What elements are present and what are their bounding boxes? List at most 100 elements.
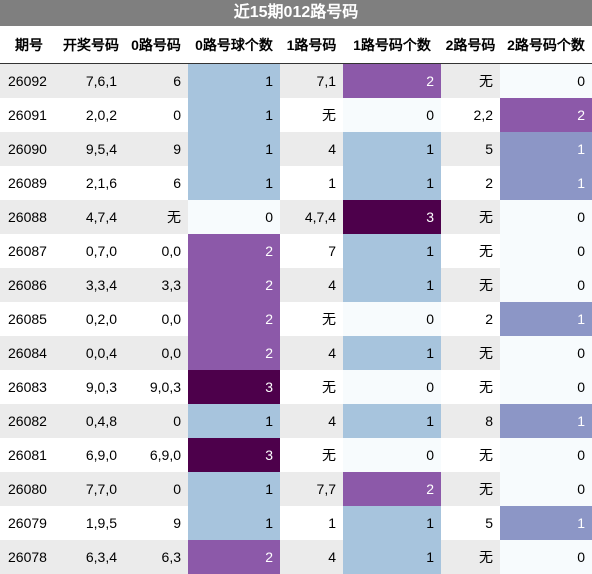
route1-count-cell: 2 xyxy=(343,63,441,98)
issue-cell: 26083 xyxy=(0,369,58,404)
table-row: 26091 2,0,2 0 1 无 0 2,2 2 xyxy=(0,97,592,132)
route0-cell: 3,3 xyxy=(124,267,188,302)
table-row: 26088 4,7,4 无 0 4,7,4 3 无 0 xyxy=(0,199,592,234)
route0-cell: 6,9,0 xyxy=(124,437,188,472)
issue-cell: 26088 xyxy=(0,199,58,234)
route0-count-cell: 1 xyxy=(188,505,280,540)
table-row: 26080 7,7,0 0 1 7,7 2 无 0 xyxy=(0,471,592,506)
route0-count-cell: 1 xyxy=(188,131,280,166)
route2-count-cell: 0 xyxy=(500,233,592,268)
route1-count-cell: 1 xyxy=(343,403,441,438)
route2-cell: 无 xyxy=(441,335,500,370)
route0-cell: 0,0 xyxy=(124,301,188,336)
issue-cell: 26092 xyxy=(0,63,58,98)
draw-cell: 7,6,1 xyxy=(58,63,124,98)
table-row: 26085 0,2,0 0,0 2 无 0 2 1 xyxy=(0,301,592,336)
route1-count-cell: 0 xyxy=(343,301,441,336)
table-row: 26079 1,9,5 9 1 1 1 5 1 xyxy=(0,505,592,540)
route0-count-cell: 3 xyxy=(188,369,280,404)
route2-cell: 无 xyxy=(441,267,500,302)
issue-cell: 26079 xyxy=(0,505,58,540)
route1-cell: 4 xyxy=(280,335,343,370)
route0-cell: 0,0 xyxy=(124,335,188,370)
issue-cell: 26091 xyxy=(0,97,58,132)
route0-cell: 0 xyxy=(124,471,188,506)
draw-cell: 4,7,4 xyxy=(58,199,124,234)
route1-count-cell: 1 xyxy=(343,165,441,200)
issue-cell: 26082 xyxy=(0,403,58,438)
route2-count-cell: 0 xyxy=(500,335,592,370)
route2-count-cell: 0 xyxy=(500,267,592,302)
draw-cell: 0,4,8 xyxy=(58,403,124,438)
route1-cell: 无 xyxy=(280,369,343,404)
issue-cell: 26087 xyxy=(0,233,58,268)
route0-cell: 0 xyxy=(124,403,188,438)
route1-cell: 无 xyxy=(280,97,343,132)
route1-cell: 4,7,4 xyxy=(280,199,343,234)
col-header-route0: 0路号码 xyxy=(124,26,188,64)
draw-cell: 2,1,6 xyxy=(58,165,124,200)
table-body: 26092 7,6,1 6 1 7,1 2 无 0 26091 2,0,2 0 1 无 0 2,2 2 2609… xyxy=(0,63,592,574)
table-row: 26082 0,4,8 0 1 4 1 8 1 xyxy=(0,403,592,438)
issue-cell: 26080 xyxy=(0,471,58,506)
col-header-issue: 期号 xyxy=(0,26,58,64)
route1-cell: 4 xyxy=(280,131,343,166)
route0-count-cell: 1 xyxy=(188,403,280,438)
table-row: 26081 6,9,0 6,9,0 3 无 0 无 0 xyxy=(0,437,592,472)
route2-cell: 2,2 xyxy=(441,97,500,132)
route0-count-cell: 2 xyxy=(188,267,280,302)
draw-cell: 3,3,4 xyxy=(58,267,124,302)
col-header-route1-count: 1路号码个数 xyxy=(343,26,441,64)
issue-cell: 26081 xyxy=(0,437,58,472)
table-row: 26092 7,6,1 6 1 7,1 2 无 0 xyxy=(0,63,592,98)
draw-cell: 0,7,0 xyxy=(58,233,124,268)
draw-cell: 9,0,3 xyxy=(58,369,124,404)
issue-cell: 26090 xyxy=(0,131,58,166)
route0-count-cell: 2 xyxy=(188,233,280,268)
route1-cell: 4 xyxy=(280,267,343,302)
route0-cell: 9,0,3 xyxy=(124,369,188,404)
route1-cell: 7,7 xyxy=(280,471,343,506)
issue-cell: 26089 xyxy=(0,165,58,200)
route0-cell: 6 xyxy=(124,63,188,98)
route1-count-cell: 1 xyxy=(343,335,441,370)
route1-count-cell: 0 xyxy=(343,97,441,132)
route2-cell: 5 xyxy=(441,505,500,540)
route0-count-cell: 2 xyxy=(188,301,280,336)
route0-cell: 9 xyxy=(124,505,188,540)
route2-count-cell: 2 xyxy=(500,97,592,132)
route0-count-cell: 1 xyxy=(188,165,280,200)
route1-count-cell: 1 xyxy=(343,267,441,302)
col-header-route0-count: 0路号球个数 xyxy=(188,26,280,64)
route2-cell: 5 xyxy=(441,131,500,166)
table-row: 26090 9,5,4 9 1 4 1 5 1 xyxy=(0,131,592,166)
route2-cell: 无 xyxy=(441,369,500,404)
route2-cell: 2 xyxy=(441,301,500,336)
route1-count-cell: 3 xyxy=(343,199,441,234)
issue-cell: 26085 xyxy=(0,301,58,336)
route1-count-cell: 0 xyxy=(343,437,441,472)
route0-cell: 0 xyxy=(124,97,188,132)
route1-count-cell: 1 xyxy=(343,233,441,268)
route1-cell: 1 xyxy=(280,165,343,200)
draw-cell: 6,9,0 xyxy=(58,437,124,472)
route2-count-cell: 0 xyxy=(500,471,592,506)
route0-cell: 9 xyxy=(124,131,188,166)
draw-cell: 0,0,4 xyxy=(58,335,124,370)
route0-count-cell: 2 xyxy=(188,335,280,370)
issue-cell: 26084 xyxy=(0,335,58,370)
route2-count-cell: 0 xyxy=(500,199,592,234)
route1-cell: 无 xyxy=(280,301,343,336)
route2-count-cell: 1 xyxy=(500,505,592,540)
route0-count-cell: 3 xyxy=(188,437,280,472)
route2-cell: 无 xyxy=(441,199,500,234)
draw-cell: 0,2,0 xyxy=(58,301,124,336)
draw-cell: 7,7,0 xyxy=(58,471,124,506)
route2-cell: 2 xyxy=(441,165,500,200)
route0-cell: 6 xyxy=(124,165,188,200)
route2-cell: 无 xyxy=(441,471,500,506)
route2-count-cell: 1 xyxy=(500,131,592,166)
route1-count-cell: 1 xyxy=(343,131,441,166)
route1-cell: 无 xyxy=(280,437,343,472)
col-header-route2-count: 2路号码个数 xyxy=(500,26,592,64)
